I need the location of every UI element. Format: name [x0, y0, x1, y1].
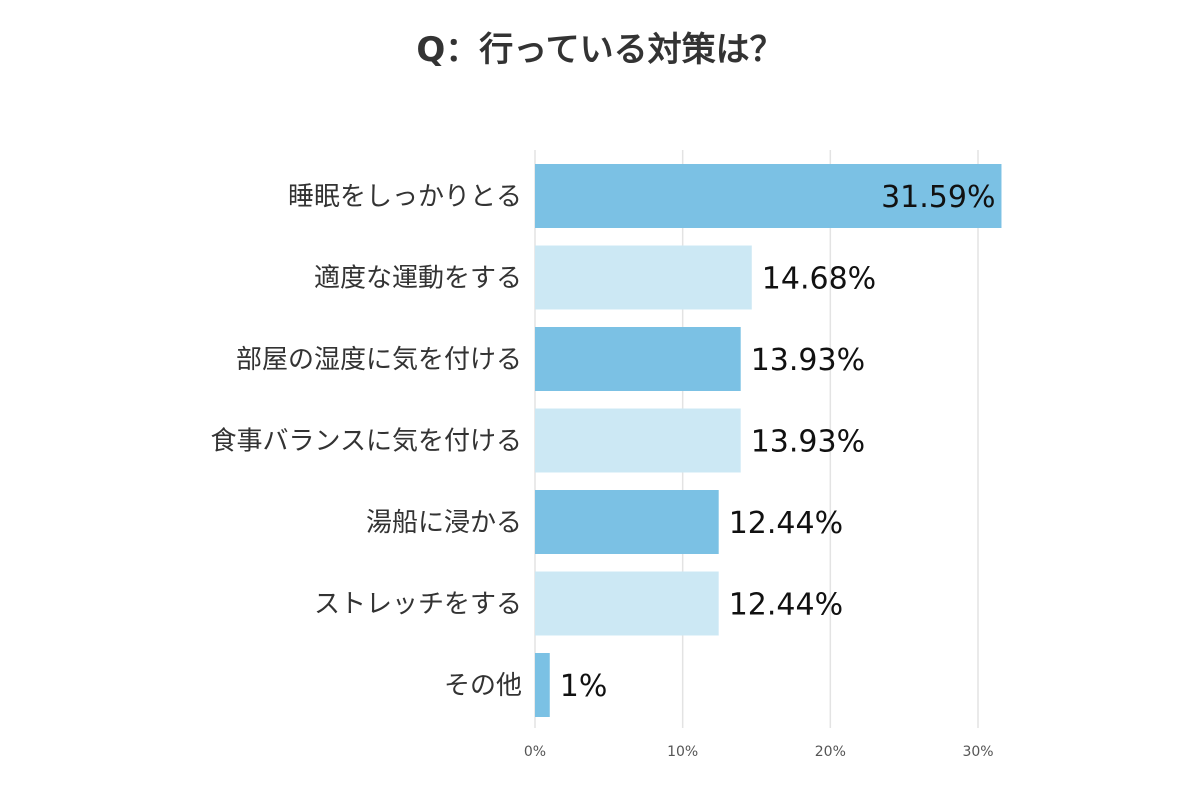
bar	[535, 327, 741, 391]
chart-title: Q：行っている対策は？	[416, 30, 784, 70]
bar	[535, 653, 550, 717]
data-label: 13.93%	[751, 343, 865, 378]
bar	[535, 571, 719, 636]
category-label: 食事バランスに気を付ける	[211, 427, 522, 457]
bar	[535, 408, 741, 473]
bar	[535, 490, 719, 554]
category-label: 適度な運動をする	[314, 264, 522, 294]
data-label: 1%	[560, 669, 608, 704]
x-tick-label: 20%	[815, 744, 846, 760]
x-tick-label: 0%	[524, 744, 546, 760]
category-label: ストレッチをする	[314, 590, 522, 620]
x-tick-label: 30%	[962, 744, 993, 760]
bar	[535, 164, 1002, 228]
data-label: 12.44%	[729, 506, 843, 541]
data-label: 13.93%	[751, 425, 865, 460]
x-tick-label: 10%	[667, 744, 698, 760]
bar	[535, 245, 752, 310]
category-label: 湯船に浸かる	[366, 508, 522, 538]
data-label: 14.68%	[762, 262, 876, 297]
category-label: 睡眠をしっかりとる	[288, 182, 522, 212]
data-label: 31.59%	[881, 180, 995, 215]
category-label: 部屋の湿度に気を付ける	[236, 345, 522, 375]
data-label: 12.44%	[729, 588, 843, 623]
category-label: その他	[444, 671, 522, 701]
